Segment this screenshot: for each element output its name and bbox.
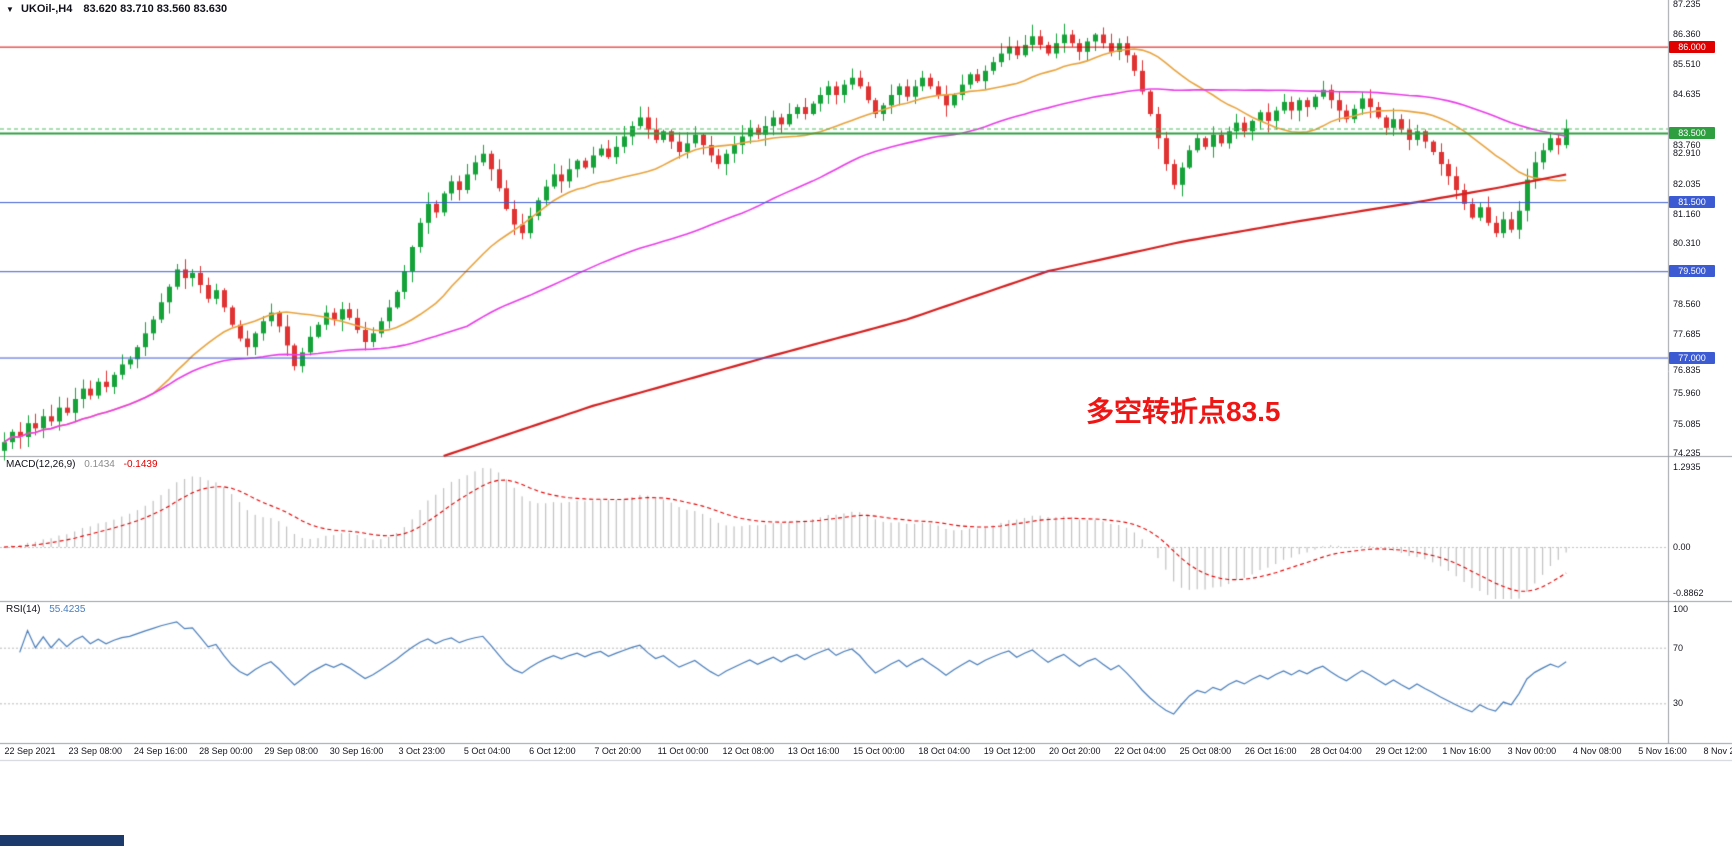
time-axis-label: 25 Oct 08:00 [1179, 746, 1232, 756]
time-axis-label: 18 Oct 04:00 [918, 746, 970, 756]
time-axis-label: 26 Oct 16:00 [1244, 746, 1297, 756]
time-axis-label: 1 Nov 16:00 [1442, 746, 1491, 756]
time-axis-label: 3 Oct 23:00 [398, 746, 446, 756]
time-axis-label: 8 Nov 20:00 [1703, 746, 1732, 756]
time-axis-label: 29 Sep 08:00 [264, 746, 318, 756]
symbol-title: UKOil-,H4 [20, 3, 73, 15]
time-axis-label: 28 Oct 04:00 [1310, 746, 1362, 756]
time-axis-label: 3 Nov 00:00 [1507, 746, 1557, 756]
time-axis-label: 11 Oct 00:00 [657, 746, 709, 756]
symbol-info: ▼ UKOil-,H4 83.620 83.710 83.560 83.630 [6, 3, 227, 15]
time-axis-label: 24 Sep 16:00 [133, 746, 188, 756]
symbol-dropdown-icon[interactable]: ▼ [6, 5, 14, 14]
time-axis-label: 12 Oct 08:00 [722, 746, 775, 756]
time-axis-label: 6 Oct 12:00 [529, 746, 576, 756]
trade-annotation: 多空转折点83.5 [1086, 396, 1281, 427]
time-axis-label: 20 Oct 20:00 [1049, 746, 1101, 756]
time-axis-label: 23 Sep 08:00 [68, 746, 123, 756]
time-axis-label: 5 Nov 16:00 [1638, 746, 1687, 756]
time-axis-label: 30 Sep 16:00 [329, 746, 384, 756]
macd-label: MACD(12,26,9) [6, 459, 76, 470]
time-axis-label: 4 Nov 08:00 [1572, 746, 1622, 756]
macd-info: MACD(12,26,9) 0.1434 -0.1439 [6, 459, 158, 470]
rsi-value: 55.4235 [49, 604, 86, 615]
time-axis-label: 15 Oct 00:00 [853, 746, 905, 756]
time-axis-label: 5 Oct 04:00 [463, 746, 511, 756]
taskbar-fragment[interactable] [0, 835, 124, 846]
rsi-info: RSI(14) 55.4235 [6, 604, 85, 615]
macd-signal-value: -0.1439 [123, 459, 158, 470]
ohlc-values: 83.620 83.710 83.560 83.630 [83, 3, 228, 15]
rsi-label: RSI(14) [6, 604, 41, 615]
macd-main-value: 0.1434 [84, 459, 115, 470]
time-axis-label: 7 Oct 20:00 [594, 746, 641, 756]
time-axis-label: 22 Sep 2021 [4, 746, 56, 756]
time-axis[interactable]: 22 Sep 2021 23 Sep 08:00 24 Sep 16:00 28 Se… [0, 746, 1732, 760]
time-axis-label: 29 Oct 12:00 [1375, 746, 1428, 756]
time-axis-label: 19 Oct 12:00 [983, 746, 1036, 756]
time-axis-label: 22 Oct 04:00 [1114, 746, 1166, 756]
time-axis-label: 28 Sep 00:00 [199, 746, 253, 756]
time-axis-label: 13 Oct 16:00 [787, 746, 840, 756]
